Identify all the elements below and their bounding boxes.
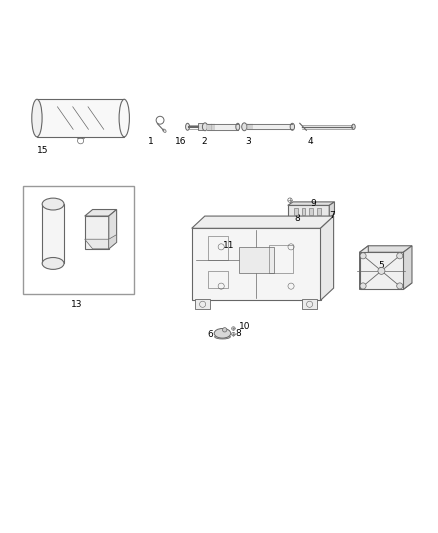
Bar [22,185,134,294]
Circle shape [397,283,403,289]
Circle shape [360,283,366,289]
Text: 1: 1 [148,136,154,146]
Ellipse shape [163,129,166,132]
Polygon shape [288,202,335,205]
Ellipse shape [119,99,129,137]
Polygon shape [85,209,117,216]
Bar [208,236,228,260]
Bar [317,207,321,215]
Text: 13: 13 [71,300,83,309]
Polygon shape [329,202,335,217]
Text: 5: 5 [378,261,384,270]
Polygon shape [360,283,412,289]
Bar [360,252,403,289]
Polygon shape [85,216,109,249]
Text: 3: 3 [245,136,251,146]
Bar [288,205,329,217]
Text: 16: 16 [175,136,187,146]
Bar [239,247,274,273]
Text: 2: 2 [201,136,207,146]
Ellipse shape [42,257,64,269]
Polygon shape [360,246,368,289]
Bar [208,271,228,288]
Polygon shape [192,216,334,228]
Text: 7: 7 [330,211,336,220]
Ellipse shape [186,123,190,130]
Bar [302,300,318,309]
Ellipse shape [32,99,42,137]
Ellipse shape [202,123,208,131]
Polygon shape [360,246,412,252]
Text: 10: 10 [240,322,251,331]
Circle shape [360,253,366,259]
Bar [192,228,321,300]
Bar [37,99,124,137]
Text: 14: 14 [45,260,57,269]
Circle shape [223,328,227,332]
Bar [269,245,293,273]
Ellipse shape [290,123,294,130]
Ellipse shape [236,123,240,130]
Ellipse shape [215,335,230,339]
Text: 8: 8 [294,214,300,223]
Ellipse shape [42,198,64,210]
Ellipse shape [352,124,355,130]
Polygon shape [321,216,334,300]
Bar [301,207,305,215]
Text: 8: 8 [235,329,240,338]
Circle shape [397,253,403,259]
Polygon shape [109,235,117,249]
Circle shape [378,268,385,274]
Polygon shape [403,246,412,289]
Bar [293,207,297,215]
Text: 9: 9 [310,199,316,208]
Ellipse shape [242,123,247,131]
Bar [195,300,211,309]
Bar [42,204,64,263]
Bar [309,207,313,215]
Text: 11: 11 [223,241,234,250]
Polygon shape [85,239,109,249]
Text: 6: 6 [208,330,214,339]
Text: 15: 15 [37,146,49,155]
Text: 4: 4 [308,136,314,146]
Ellipse shape [214,328,231,338]
Bar [198,123,203,130]
Polygon shape [109,209,117,249]
